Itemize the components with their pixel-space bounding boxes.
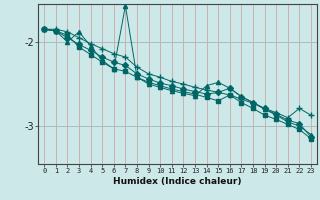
X-axis label: Humidex (Indice chaleur): Humidex (Indice chaleur): [113, 177, 242, 186]
